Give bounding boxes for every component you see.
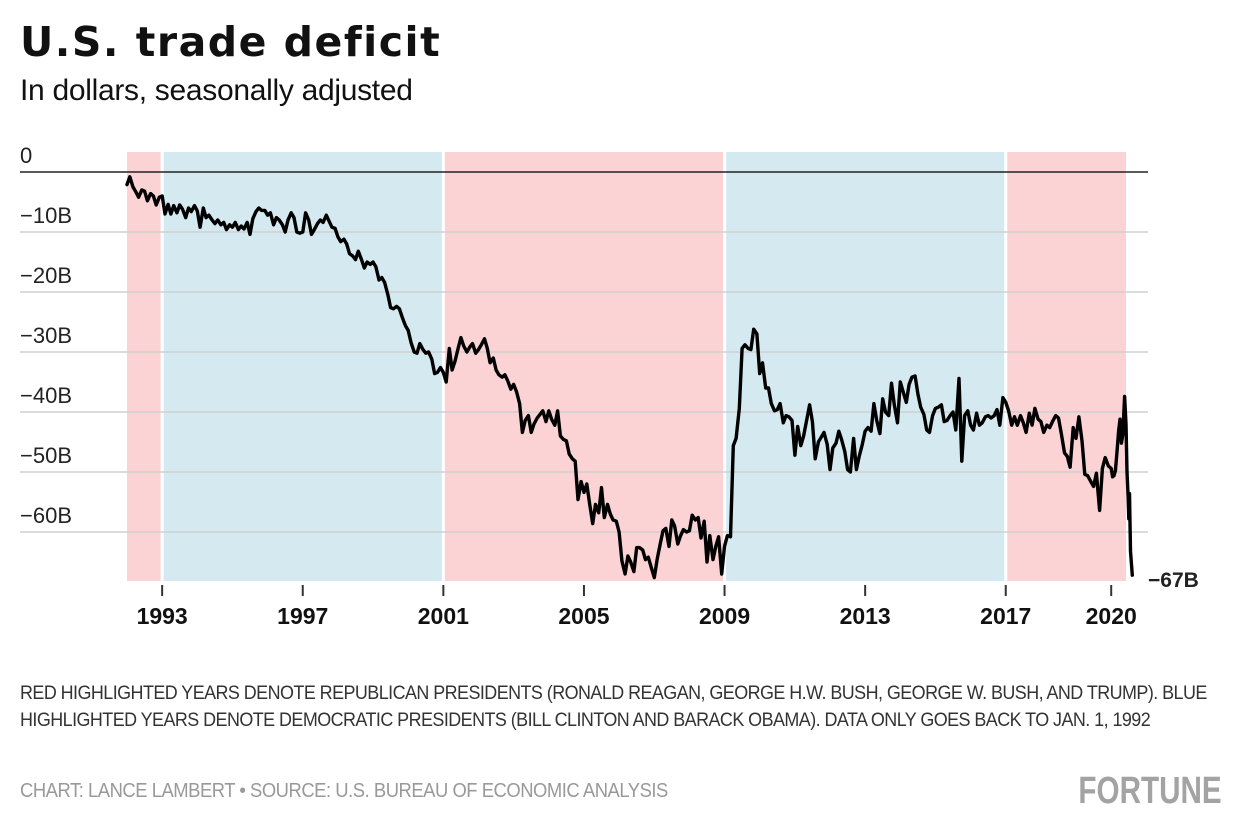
x-tick-label: 2017 xyxy=(980,603,1031,629)
footnote: RED HIGHLIGHTED YEARS DENOTE REPUBLICAN … xyxy=(20,682,1207,731)
y-tick-label: −60B xyxy=(20,503,72,528)
republican-band xyxy=(1007,152,1126,581)
democratic-band xyxy=(726,152,1005,581)
x-tick-label: 1993 xyxy=(137,603,188,629)
trade-deficit-chart: 0 −10B −20B −30B −40B −50B −60B 1993 1997 2001 20… xyxy=(20,143,1199,629)
y-tick-label: −10B xyxy=(20,203,72,228)
y-tick-label: −50B xyxy=(20,443,72,468)
x-tick-label: 1997 xyxy=(277,603,328,629)
x-tick-label: 2005 xyxy=(558,603,609,629)
chart-subtitle: In dollars, seasonally adjusted xyxy=(20,74,413,107)
end-value-label: −67B xyxy=(1148,569,1199,592)
republican-band xyxy=(127,152,161,581)
x-tick-label: 2009 xyxy=(699,603,750,629)
x-tick-label: 2001 xyxy=(418,603,469,629)
x-tick-label: 2013 xyxy=(840,603,891,629)
y-tick-label: −40B xyxy=(20,383,72,408)
gridlines xyxy=(20,171,1148,533)
fortune-logo: FORTUNE xyxy=(1078,770,1222,812)
y-tick-label: −20B xyxy=(20,263,72,288)
source-credit: CHART: LANCE LAMBERT • SOURCE: U.S. BURE… xyxy=(20,780,668,802)
y-axis-labels: 0 −10B −20B −30B −40B −50B −60B xyxy=(20,143,72,528)
y-tick-label: 0 xyxy=(20,143,32,168)
x-axis: 1993 1997 2001 2005 2009 2013 2017 2020 xyxy=(137,585,1137,629)
chart-title: U.S. trade deficit xyxy=(20,18,442,66)
trade-deficit-line xyxy=(125,175,1134,580)
y-tick-label: −30B xyxy=(20,323,72,348)
x-tick-label: 2020 xyxy=(1086,603,1137,629)
republican-band xyxy=(444,152,724,581)
